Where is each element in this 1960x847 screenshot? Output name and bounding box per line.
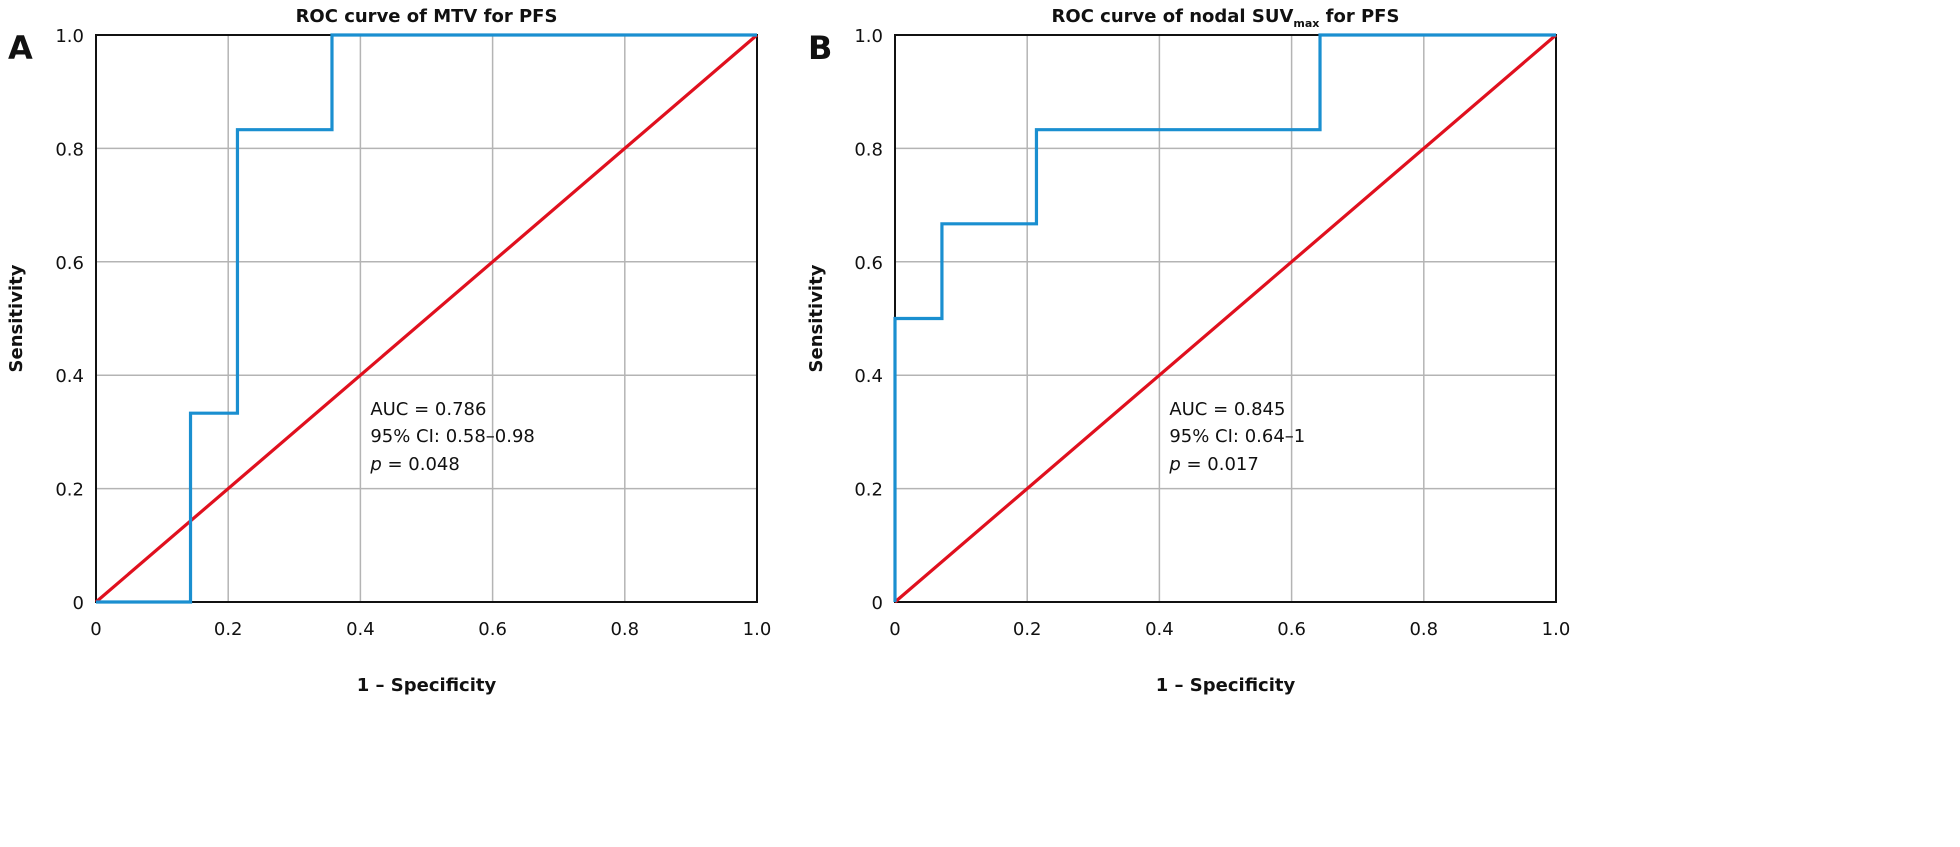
x-tick-label: 0.2 xyxy=(214,619,243,640)
x-tick-label: 0.8 xyxy=(610,619,639,640)
reference-line xyxy=(94,33,759,604)
y-axis-label: Sensitivity xyxy=(806,264,827,372)
x-tick-label: 0.2 xyxy=(1013,619,1042,640)
chart-panel-b: 0 0.2 0.4 0.6 0.8 1.0 0 0.2 0.4 0.6 0.8 1.0 1 – Spec… xyxy=(806,6,1570,696)
y-tick-label: 1.0 xyxy=(854,26,883,47)
panel-label: A xyxy=(8,29,33,67)
x-tick-label: 0.4 xyxy=(1145,619,1174,640)
x-tick-label: 1.0 xyxy=(1542,619,1571,640)
y-tick-label: 0.4 xyxy=(55,366,84,387)
title-main: ROC curve of nodal SUV xyxy=(1052,6,1294,27)
y-axis-label: Sensitivity xyxy=(6,264,27,372)
x-tick-label: 0.6 xyxy=(478,619,507,640)
x-axis-label: 1 – Specificity xyxy=(1156,675,1296,696)
roc-curve xyxy=(96,33,757,604)
p-value: = 0.048 xyxy=(382,454,460,475)
ci-annotation: 95% CI: 0.64–1 xyxy=(1169,426,1305,447)
ci-annotation: 95% CI: 0.58–0.98 xyxy=(370,426,535,447)
y-tick-label: 0.6 xyxy=(854,253,883,274)
roc-curve xyxy=(893,33,1556,602)
y-tick-label: 0 xyxy=(872,593,883,614)
x-tick-label: 1.0 xyxy=(743,619,772,640)
y-tick-label: 0 xyxy=(73,593,84,614)
auc-annotation: AUC = 0.845 xyxy=(1169,399,1285,420)
x-tick-label: 0.8 xyxy=(1409,619,1438,640)
chart-title: ROC curve of nodal SUVmax for PFS xyxy=(1052,6,1400,30)
reference-line xyxy=(893,33,1558,604)
chart-panel-a: 0 0.2 0.4 0.6 0.8 1.0 0 0.2 0.4 0.6 0.8 1.0 1 – Spec… xyxy=(6,6,771,696)
title-main: ROC curve of MTV for PFS xyxy=(296,6,558,27)
y-tick-label: 0.4 xyxy=(854,366,883,387)
p-value-annotation: p = 0.017 xyxy=(1168,454,1259,475)
y-tick-label: 1.0 xyxy=(55,26,84,47)
p-value: = 0.017 xyxy=(1181,454,1259,475)
y-tick-label: 0.2 xyxy=(55,480,84,501)
x-tick-label: 0 xyxy=(889,619,900,640)
panel-label: B xyxy=(808,29,832,67)
x-tick-label: 0 xyxy=(90,619,101,640)
title-tail: for PFS xyxy=(1319,6,1399,27)
title-subscript: max xyxy=(1293,17,1319,30)
p-label: p xyxy=(369,454,381,475)
x-axis-label: 1 – Specificity xyxy=(357,675,497,696)
y-tick-label: 0.2 xyxy=(854,480,883,501)
y-tick-label: 0.8 xyxy=(854,139,883,160)
chart-title: ROC curve of MTV for PFS xyxy=(296,6,558,27)
auc-annotation: AUC = 0.786 xyxy=(370,399,486,420)
x-tick-label: 0.6 xyxy=(1277,619,1306,640)
p-label: p xyxy=(1168,454,1180,475)
y-tick-label: 0.8 xyxy=(55,139,84,160)
x-tick-label: 0.4 xyxy=(346,619,375,640)
y-tick-label: 0.6 xyxy=(55,253,84,274)
p-value-annotation: p = 0.048 xyxy=(369,454,460,475)
